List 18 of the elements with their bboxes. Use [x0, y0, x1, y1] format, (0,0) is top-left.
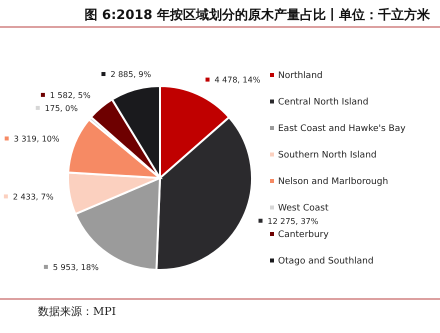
legend-label: Otago and Southland [278, 256, 374, 266]
legend-label: East Coast and Hawke's Bay [278, 124, 406, 134]
source-note: 数据来源：MPI [38, 305, 116, 318]
legend-label: Nelson and Marlborough [278, 177, 388, 187]
legend-label: Canterbury [278, 230, 330, 240]
data-label: 2 433, 7% [12, 192, 54, 202]
legend-label: Southern North Island [278, 150, 377, 160]
data-label: 2 885, 9% [110, 70, 152, 80]
legend-label: West Coast [278, 204, 329, 214]
legend-label: Northland [278, 71, 323, 81]
data-label: 175, 0% [44, 104, 78, 113]
data-label: 3 319, 10% [14, 134, 60, 144]
chart-title: 图 6:2018 年按区域划分的原木产量占比丨单位：千立方米 [84, 7, 431, 23]
data-label: 4 478, 14% [214, 76, 261, 85]
data-label: 5 953, 18% [52, 262, 100, 272]
data-label: 12 275, 37% [268, 216, 319, 226]
data-label: 1 582, 5% [50, 90, 91, 100]
legend-label: Central North Island [278, 98, 368, 108]
